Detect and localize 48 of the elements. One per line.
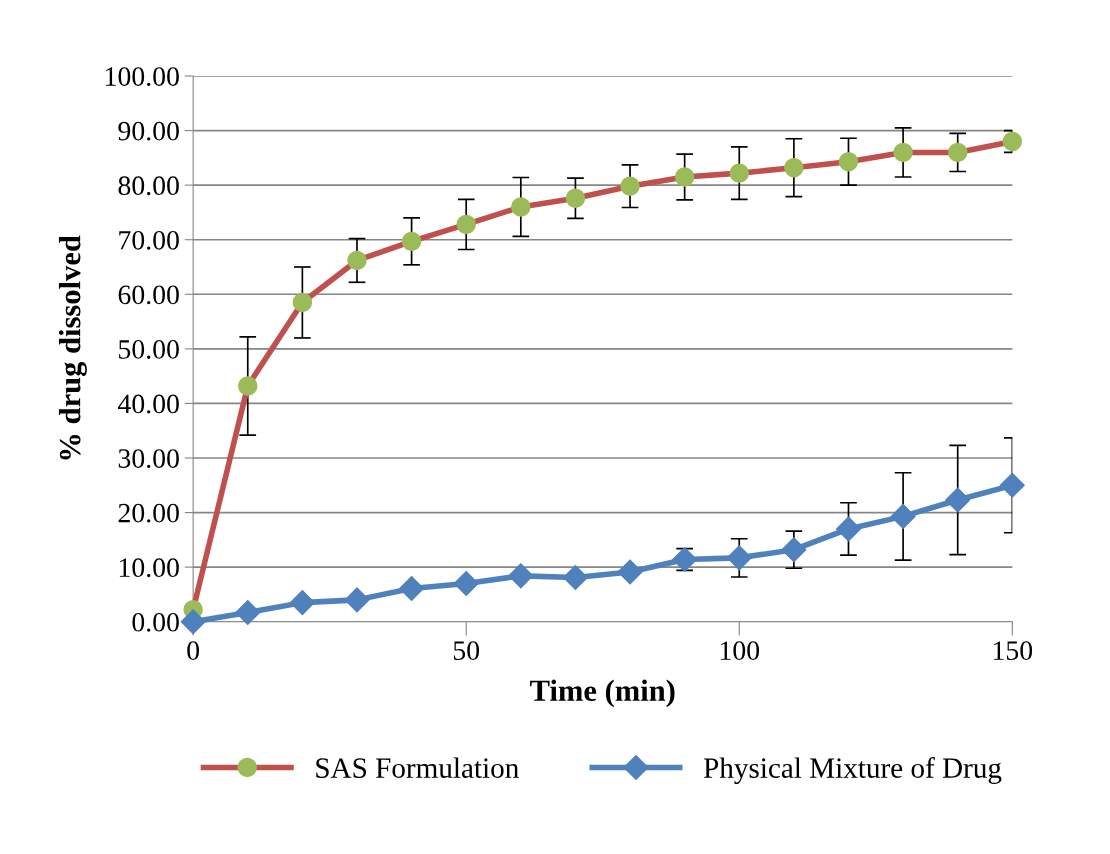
point	[947, 142, 968, 163]
x-tick-label: 150	[993, 641, 1033, 661]
point	[401, 231, 422, 252]
y-tick-label: 80.00	[118, 176, 179, 196]
y-tick-label: 60.00	[118, 285, 179, 305]
point	[565, 188, 586, 208]
point	[344, 587, 370, 613]
point	[893, 142, 913, 163]
y-axis-title: % drug dissolved	[58, 235, 87, 460]
point	[945, 487, 971, 513]
y-tick-label: 70.00	[119, 230, 179, 250]
point	[399, 575, 425, 601]
y-tick-label: 10.00	[119, 558, 179, 578]
point	[890, 503, 916, 529]
y-tick-label: 90.00	[118, 121, 179, 141]
point	[562, 565, 588, 590]
point	[784, 157, 804, 178]
point	[347, 250, 367, 271]
y-tick-label: 30.00	[118, 449, 179, 469]
x-tick-label: 100	[720, 641, 760, 661]
point	[238, 376, 258, 396]
point	[1002, 131, 1023, 152]
point	[836, 516, 861, 542]
point	[620, 176, 640, 196]
point	[617, 559, 643, 585]
y-tick-label: 40.00	[117, 394, 179, 414]
point	[729, 163, 749, 183]
y-tick-label: 0.00	[132, 612, 179, 632]
point	[999, 472, 1025, 498]
y-tick-label: 20.00	[118, 503, 179, 523]
x-axis-title: Time (min)	[530, 679, 675, 708]
point	[511, 197, 531, 217]
point	[292, 292, 313, 313]
point	[674, 167, 695, 187]
point	[289, 590, 315, 616]
point	[838, 151, 859, 172]
x-tick-label: 0	[187, 641, 200, 661]
point	[456, 214, 476, 235]
point	[726, 545, 752, 571]
legend-label: Physical Mixture of Drug	[703, 757, 1002, 784]
point	[453, 571, 479, 596]
y-tick-label: 100.00	[106, 67, 179, 87]
point	[235, 599, 261, 625]
point	[781, 537, 807, 563]
x-tick-label: 50	[453, 641, 480, 661]
legend-label: SAS Formulation	[316, 757, 519, 778]
point	[508, 563, 534, 589]
y-tick-label: 50.00	[119, 340, 179, 359]
